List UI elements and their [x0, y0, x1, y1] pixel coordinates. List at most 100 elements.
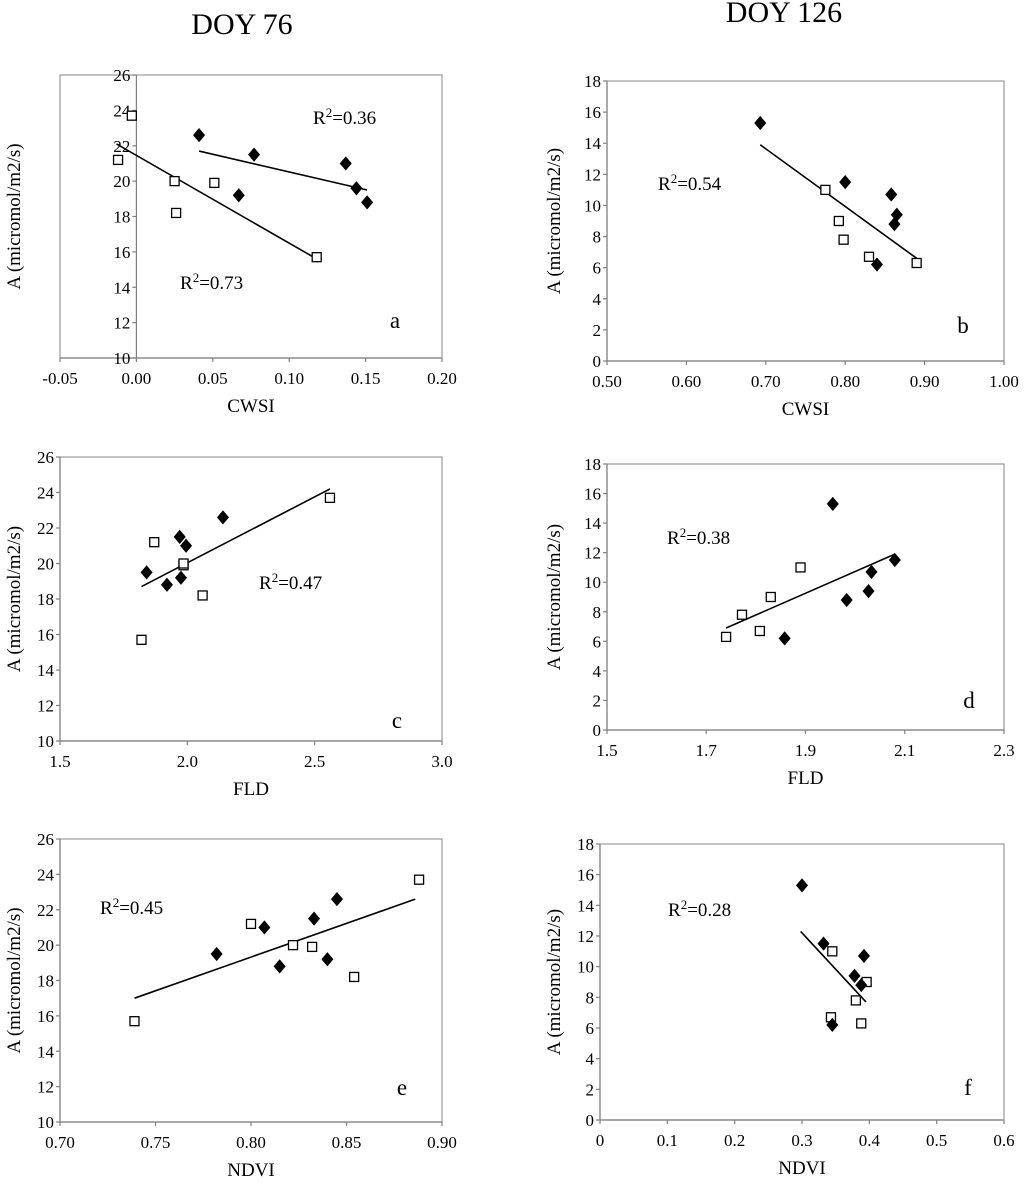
x-axis-title: NDVI [778, 1158, 826, 1179]
data-point-open-square [209, 177, 220, 189]
data-point-open-square [112, 154, 124, 166]
plot-frame [59, 456, 443, 742]
y-tick-label: 12 [37, 697, 54, 716]
panel-letter: a [390, 308, 400, 333]
x-tick-label: 0.3 [791, 1131, 812, 1150]
y-tick-label: 12 [37, 1078, 54, 1097]
data-point-open-square [306, 941, 318, 953]
r-squared-label: R2=0.36 [313, 105, 376, 129]
r-squared-superscript: 2 [680, 525, 687, 540]
x-tick-label: 0.90 [910, 372, 940, 391]
x-tick-label: -0.05 [42, 369, 77, 388]
data-point-filled-diamond [857, 948, 870, 964]
x-tick-label: 3.0 [431, 752, 452, 771]
data-point-filled-diamond [826, 1017, 839, 1033]
y-tick-label: 10 [113, 349, 130, 368]
data-point-filled-diamond [855, 977, 868, 993]
data-point-filled-diamond [754, 115, 767, 131]
data-point-open-square [287, 939, 299, 951]
x-axis-title: CWSI [227, 396, 275, 417]
panel-letter: d [963, 688, 975, 713]
y-tick-label: 16 [577, 866, 594, 885]
column-title-right: DOY 126 [726, 0, 842, 29]
y-tick-label: 20 [37, 555, 54, 574]
r-squared-superscript: 2 [272, 570, 279, 585]
y-tick-label: 22 [37, 901, 54, 920]
x-tick-label: 0.20 [427, 369, 457, 388]
data-point-open-square [736, 609, 748, 620]
y-tick-label: 14 [577, 896, 595, 915]
data-point-filled-diamond [862, 583, 875, 599]
data-point-open-square [413, 874, 425, 885]
x-tick-label: 0.05 [198, 369, 228, 388]
r-squared-superscript: 2 [193, 270, 200, 285]
data-point-filled-diamond [273, 959, 286, 974]
y-tick-label: 18 [37, 590, 54, 609]
r-squared-label: R2=0.38 [667, 525, 730, 549]
data-point-open-square [126, 110, 137, 121]
data-point-open-square [129, 1016, 140, 1027]
r-squared-label: R2=0.45 [100, 895, 163, 919]
r-squared-prefix: R [667, 528, 680, 549]
data-point-open-square [833, 215, 844, 227]
r-squared-label: R2=0.54 [658, 171, 722, 195]
data-point-filled-diamond [339, 156, 352, 171]
y-tick-label: 4 [586, 1050, 595, 1069]
y-tick-label: 20 [113, 172, 130, 191]
x-tick-label: 0.1 [657, 1131, 678, 1150]
data-point-filled-diamond [330, 892, 343, 907]
r-squared-prefix: R [180, 273, 193, 294]
panel-letter: b [957, 313, 969, 338]
x-tick-label: 0.60 [672, 372, 702, 391]
trendline-open [759, 144, 918, 259]
data-point-open-square [170, 207, 182, 219]
y-tick-label: 14 [37, 1042, 55, 1061]
data-point-filled-diamond [361, 195, 374, 210]
y-tick-label: 12 [113, 314, 130, 333]
data-point-filled-diamond [870, 257, 883, 272]
data-point-filled-diamond [795, 878, 809, 893]
r-squared-value: =0.38 [686, 528, 730, 549]
y-tick-label: 0 [593, 721, 602, 740]
data-point-open-square [850, 995, 862, 1006]
x-tick-label: 1.5 [596, 741, 617, 760]
data-point-open-square [136, 634, 147, 645]
y-tick-label: 26 [37, 448, 54, 467]
data-point-filled-diamond [865, 564, 878, 579]
x-tick-label: 2.3 [993, 741, 1014, 760]
data-point-filled-diamond [888, 552, 901, 568]
r-squared-value: =0.54 [677, 174, 721, 195]
data-point-filled-diamond [839, 174, 852, 190]
plot-frame [59, 838, 443, 1123]
y-tick-label: 10 [577, 958, 594, 977]
data-point-open-square [197, 590, 208, 601]
panel-letter: f [964, 1075, 972, 1100]
data-point-filled-diamond [232, 188, 245, 203]
r-squared-superscript: 2 [113, 895, 120, 910]
data-point-filled-diamond [174, 570, 187, 585]
data-point-open-square [348, 971, 360, 983]
x-tick-label: 2.0 [177, 752, 198, 771]
x-axis-title: FLD [788, 768, 824, 789]
data-point-filled-diamond [826, 496, 839, 512]
r-squared-prefix: R [313, 108, 326, 129]
x-tick-label: 0.00 [122, 369, 152, 388]
data-point-filled-diamond [210, 946, 223, 962]
data-point-filled-diamond [321, 952, 334, 967]
x-axis-title: CWSI [782, 399, 830, 420]
data-point-open-square [754, 625, 765, 637]
panel-letter: e [397, 1075, 407, 1100]
y-axis-title: A (micromol/m2/s) [4, 907, 25, 1053]
trendline-filled [198, 150, 368, 191]
y-tick-label: 14 [37, 661, 55, 680]
plot-frame [606, 80, 1005, 362]
y-tick-label: 12 [584, 544, 601, 563]
x-tick-label: 0.6 [993, 1131, 1014, 1150]
y-tick-label: 10 [584, 196, 601, 215]
x-tick-label: 0.50 [592, 372, 622, 391]
r-squared-prefix: R [658, 174, 671, 195]
y-tick-label: 8 [593, 603, 602, 622]
y-tick-label: 10 [37, 1113, 54, 1132]
y-tick-label: 18 [584, 72, 601, 91]
